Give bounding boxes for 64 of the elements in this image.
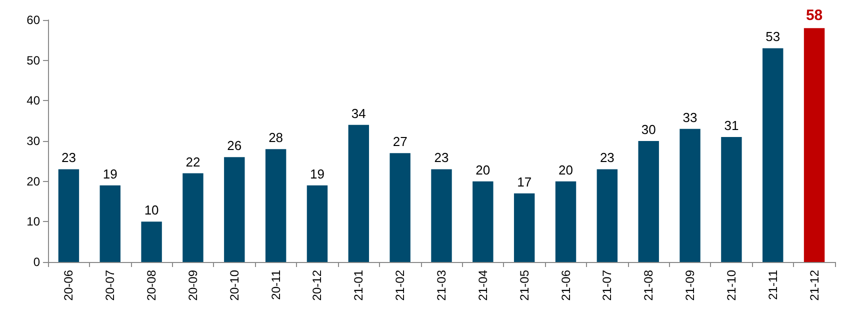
x-tick-label: 21-07 (600, 270, 614, 301)
x-tick-label: 20-09 (186, 270, 200, 301)
data-label: 28 (268, 130, 284, 146)
y-tick-label: 10 (26, 214, 40, 229)
data-label: 31 (724, 118, 739, 133)
data-label: 19 (102, 166, 118, 182)
y-tick-label: 60 (26, 13, 40, 27)
x-tick-label: 21-11 (766, 270, 780, 300)
data-label: 23 (434, 150, 449, 166)
x-tick-label: 20-06 (62, 270, 76, 301)
bar (306, 185, 328, 262)
x-tick-label: 21-04 (476, 270, 490, 301)
x-tick-label: 20-10 (227, 270, 242, 301)
x-tick-label: 20-08 (144, 270, 159, 301)
x-tick-label: 21-08 (642, 270, 656, 301)
bar (182, 173, 204, 262)
x-tick-label: 20-12 (310, 270, 324, 301)
bar (721, 136, 742, 262)
x-tick-label: 21-01 (352, 270, 366, 301)
y-tick-label: 0 (33, 255, 40, 269)
data-label: 58 (806, 7, 823, 24)
data-label: 27 (392, 134, 408, 150)
bar (141, 222, 162, 262)
x-tick-label: 20-07 (103, 270, 118, 301)
x-tick-label: 21-05 (517, 270, 532, 301)
bar (762, 48, 784, 262)
bar (265, 149, 286, 262)
x-tick-label: 21-06 (558, 270, 573, 301)
data-label: 53 (766, 29, 780, 44)
data-label: 10 (144, 202, 159, 218)
data-label: 33 (682, 110, 698, 125)
data-label: 34 (351, 106, 366, 121)
bar (514, 193, 535, 262)
bar (596, 169, 618, 262)
x-tick-label: 21-09 (683, 270, 698, 301)
bar (680, 128, 700, 262)
y-tick-label: 20 (26, 174, 40, 188)
y-tick-label: 40 (26, 94, 40, 108)
bar (804, 28, 825, 262)
bar (390, 153, 410, 262)
data-label: 30 (641, 122, 656, 137)
x-tick-label: 21-12 (807, 270, 822, 301)
data-label: 26 (227, 138, 242, 154)
x-tick-label: 21-03 (434, 270, 448, 301)
data-label: 19 (310, 166, 324, 182)
x-tick-label: 20-11 (268, 270, 283, 300)
bar (638, 141, 659, 262)
x-tick-label: 21-10 (724, 270, 738, 301)
bar (100, 185, 120, 262)
data-label: 20 (476, 162, 490, 178)
x-tick-label: 21-02 (393, 270, 408, 301)
data-label: 17 (517, 174, 532, 190)
data-label: 23 (61, 150, 76, 166)
bar (431, 169, 452, 262)
y-tick-label: 50 (26, 53, 40, 68)
data-label: 22 (186, 154, 200, 170)
bar (224, 157, 245, 262)
bar (472, 181, 494, 262)
data-label: 23 (600, 150, 614, 166)
bar (555, 181, 576, 262)
data-label: 20 (558, 162, 573, 178)
bar (348, 124, 370, 262)
bar (58, 169, 80, 262)
y-tick-label: 30 (26, 134, 40, 148)
